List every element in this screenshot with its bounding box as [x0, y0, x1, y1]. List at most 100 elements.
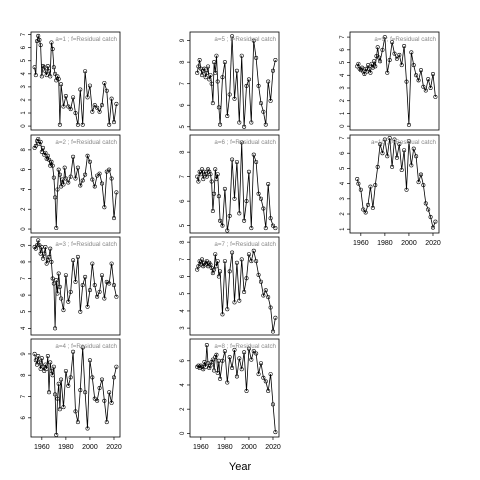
data-point — [43, 244, 48, 249]
data-point — [109, 96, 114, 101]
data-point — [95, 173, 100, 178]
y-tick-label: 2 — [21, 207, 27, 211]
data-point — [214, 177, 219, 182]
data-point — [426, 77, 431, 82]
y-tick-label: 6 — [180, 274, 186, 278]
panel-frame — [189, 134, 280, 234]
y-tick-label: 5 — [180, 291, 186, 295]
data-point — [246, 169, 251, 174]
data-point — [258, 361, 263, 366]
data-point — [200, 73, 205, 78]
data-point — [263, 226, 268, 231]
data-point — [212, 60, 217, 65]
data-point — [234, 260, 239, 265]
data-point — [270, 329, 275, 334]
data-point — [92, 283, 97, 288]
data-point — [246, 252, 251, 257]
data-point — [80, 178, 85, 183]
data-point — [249, 120, 254, 125]
y-tick-label: 5 — [180, 223, 186, 227]
data-point — [237, 120, 242, 125]
data-point — [107, 167, 112, 172]
data-point — [196, 363, 201, 368]
data-point — [201, 367, 206, 372]
data-point — [370, 65, 375, 70]
data-point — [209, 359, 214, 364]
data-point — [225, 228, 230, 233]
series-line — [34, 34, 117, 125]
data-point — [197, 57, 202, 62]
y-tick-label: 9 — [180, 38, 186, 42]
data-point — [242, 218, 247, 223]
data-point — [44, 261, 49, 266]
data-point — [411, 146, 416, 151]
data-point — [232, 300, 237, 305]
data-point — [111, 375, 116, 380]
data-point — [268, 305, 273, 310]
panel-8: 0 2 4 6 1960 1980 2000 2020 a=8 ; f=Residual cat… — [180, 338, 281, 451]
data-point — [109, 176, 114, 181]
data-point — [212, 368, 217, 373]
data-point — [234, 374, 239, 379]
series-line — [196, 250, 276, 332]
data-point — [43, 362, 48, 367]
data-point — [230, 366, 235, 371]
data-point — [35, 243, 40, 248]
data-point — [68, 375, 73, 380]
data-point — [49, 40, 54, 45]
data-point — [97, 109, 102, 114]
data-point — [61, 182, 66, 187]
data-point — [230, 250, 235, 255]
data-point — [430, 225, 435, 230]
data-point — [385, 154, 390, 159]
data-point — [37, 360, 42, 365]
data-point — [102, 398, 107, 403]
data-point — [239, 257, 244, 262]
data-point — [49, 368, 54, 373]
data-point — [209, 81, 214, 86]
data-point — [266, 389, 271, 394]
data-point — [418, 172, 423, 177]
data-point — [355, 64, 360, 69]
data-point — [63, 273, 68, 278]
data-point — [406, 139, 411, 144]
data-point — [61, 104, 66, 109]
data-point — [227, 269, 232, 274]
data-point — [416, 78, 421, 83]
x-tick-label: 1980 — [377, 240, 393, 247]
series-line — [196, 36, 276, 127]
data-point — [225, 380, 230, 385]
data-point — [32, 351, 37, 356]
y-tick-label: 0 — [21, 124, 27, 128]
data-point — [227, 355, 232, 360]
y-tick-label: 5 — [340, 60, 346, 64]
data-point — [47, 254, 52, 259]
data-point — [358, 187, 363, 192]
panel-title: a=5 ; f=Residual catch — [214, 36, 276, 43]
data-point — [207, 366, 212, 371]
data-point — [207, 77, 212, 82]
data-point — [270, 223, 275, 228]
data-point — [232, 196, 237, 201]
data-point — [258, 101, 263, 106]
data-point — [210, 271, 215, 276]
y-tick-label: 7 — [21, 32, 27, 36]
data-point — [373, 183, 378, 188]
data-point — [59, 377, 64, 382]
data-point — [387, 136, 392, 141]
data-point — [43, 150, 48, 155]
data-point — [50, 46, 55, 51]
data-point — [411, 63, 416, 68]
panel-title: a=1 ; f=Residual catch — [55, 36, 117, 43]
data-point — [197, 366, 202, 371]
data-point — [202, 66, 207, 71]
data-point — [249, 357, 254, 362]
x-tick-label: 2000 — [241, 444, 257, 451]
data-point — [203, 172, 208, 177]
data-point — [202, 169, 207, 174]
data-point — [390, 164, 395, 169]
x-tick-label: 2000 — [82, 444, 98, 451]
data-point — [208, 363, 213, 368]
y-tick-label: 2 — [340, 98, 346, 102]
data-point — [114, 294, 119, 299]
